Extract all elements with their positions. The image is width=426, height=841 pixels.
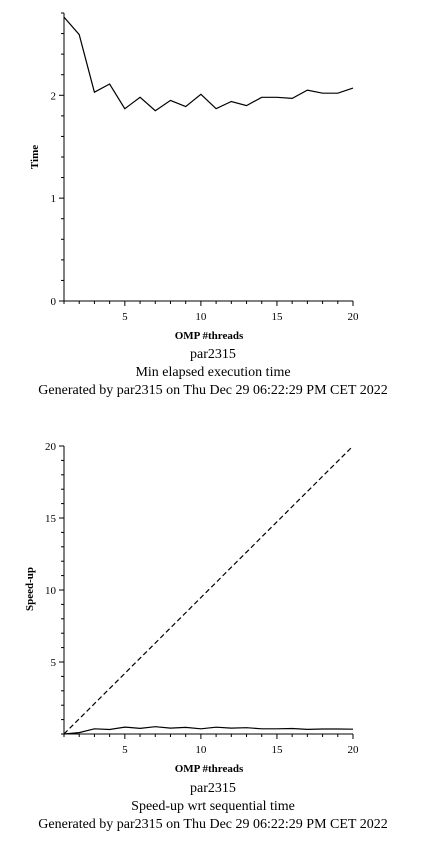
- time-chart-ylabel: Time: [29, 145, 41, 169]
- time-chart-x-tick-label: 5: [122, 311, 128, 323]
- time-chart-y-tick-label: 1: [51, 193, 57, 205]
- speedup-chart-y-tick-label: 10: [45, 585, 57, 597]
- speedup-chart-x-tick-label: 15: [271, 744, 283, 756]
- time-chart-series-line: [63, 16, 354, 112]
- speedup-chart-y-tick-label: 5: [51, 657, 57, 669]
- speedup-chart-y-tick-label: 20: [45, 441, 57, 453]
- speedup-chart: OMP #threads Speed-up 5 10 15 20 5 10 15 20: [24, 441, 359, 775]
- time-chart: OMP #threads Time 5 10 15 20 0 1 2: [29, 12, 360, 342]
- speedup-chart-caption-user: par2315: [190, 781, 236, 796]
- time-chart-y-tick-label: 2: [51, 90, 57, 102]
- speedup-chart-x-tick-label: 20: [348, 744, 360, 756]
- time-chart-x-tick-label: 15: [271, 311, 283, 323]
- time-chart-caption-user: par2315: [190, 347, 236, 362]
- time-chart-x-tick-label: 10: [195, 311, 207, 323]
- time-chart-x-tick-label: 20: [348, 311, 360, 323]
- speedup-chart-series-ideal-line: [63, 445, 354, 735]
- speedup-chart-caption-title: Speed-up wrt sequential time: [131, 799, 295, 814]
- time-chart-caption: par2315 Min elapsed execution time Gener…: [0, 346, 426, 400]
- speedup-chart-xlabel: OMP #threads: [175, 763, 244, 775]
- time-chart-caption-title: Min elapsed execution time: [135, 365, 291, 380]
- speedup-chart-series-line: [63, 726, 354, 735]
- speedup-chart-x-tick-label: 5: [122, 744, 128, 756]
- time-chart-y-tick-label: 0: [51, 296, 57, 308]
- speedup-chart-ylabel: Speed-up: [24, 567, 36, 611]
- speedup-chart-x-tick-label: 10: [195, 744, 207, 756]
- speedup-chart-y-tick-label: 15: [45, 513, 57, 525]
- speedup-chart-caption-generated: Generated by par2315 on Thu Dec 29 06:22…: [38, 817, 388, 832]
- speedup-chart-caption: par2315 Speed-up wrt sequential time Gen…: [0, 780, 426, 834]
- time-chart-caption-generated: Generated by par2315 on Thu Dec 29 06:22…: [38, 383, 388, 398]
- time-chart-xlabel: OMP #threads: [175, 330, 244, 342]
